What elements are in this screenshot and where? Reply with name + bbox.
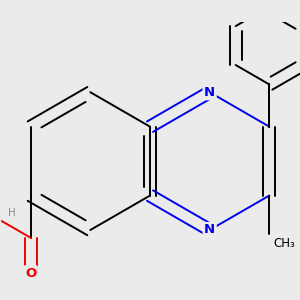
Text: H: H	[8, 208, 16, 218]
Text: CH₃: CH₃	[274, 237, 296, 250]
Text: N: N	[204, 224, 215, 236]
Text: N: N	[204, 86, 215, 99]
Text: O: O	[25, 267, 36, 280]
